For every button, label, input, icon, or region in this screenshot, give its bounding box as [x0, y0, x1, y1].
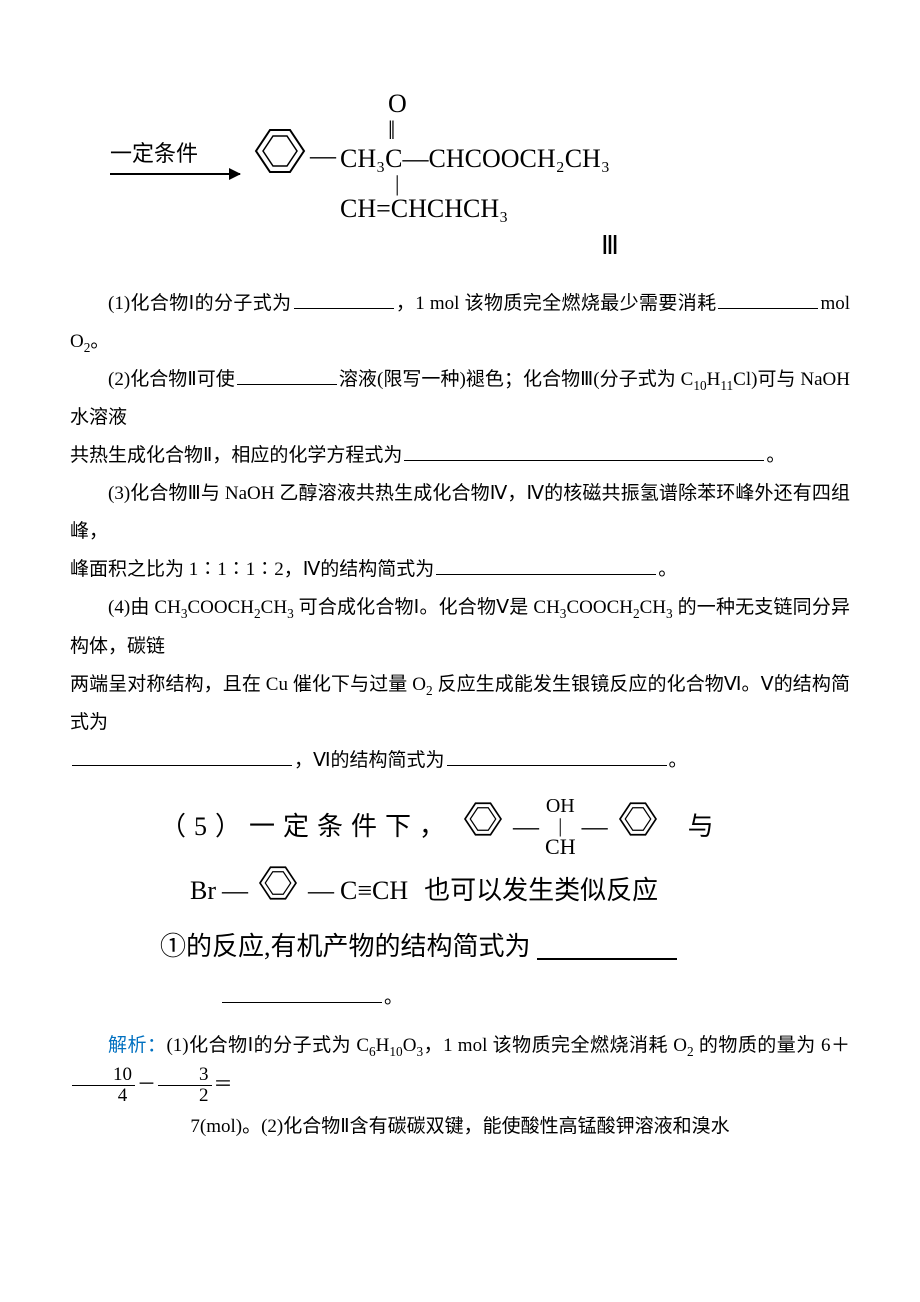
reaction-arrow: 一定条件 — [110, 137, 240, 175]
q4-text: (4)由 CH3COOCH2CH3 可合成化合物Ⅰ。化合物Ⅴ是 CH3COOCH… — [70, 597, 850, 656]
question-2: (2)化合物Ⅱ可使溶液(限写一种)褪色；化合物Ⅲ(分子式为 C10H11Cl)可… — [70, 361, 850, 437]
q1-prefix: (1)化合物Ⅰ的分子式为 — [108, 293, 292, 314]
bond-dash: — — [222, 868, 248, 915]
blank-q2a — [237, 365, 337, 385]
compound-3-structure: O ‖ CH₃C—CHCOOCH₂CH₃ | CH=CHCHCH₃ — [340, 90, 610, 222]
question-3: (3)化合物Ⅲ与 NaOH 乙醇溶液共热生成化合物Ⅳ，Ⅳ的核磁共振氢谱除苯环峰外… — [70, 475, 850, 551]
q4-suffix: 。 — [669, 750, 688, 771]
q5-tail: 也可以发生类似反应 — [424, 868, 658, 915]
compound-label-3: Ⅲ — [370, 228, 850, 264]
fraction-1: 104 — [72, 1065, 135, 1106]
arrow-condition-label: 一定条件 — [110, 141, 198, 166]
blank-q3 — [436, 555, 656, 575]
q2-prefix: (2)化合物Ⅱ可使 — [108, 369, 235, 390]
fraction-2: 32 — [158, 1065, 212, 1106]
bond-line: — — [310, 138, 336, 174]
blank-q2b — [404, 441, 764, 461]
q3-suffix: 。 — [658, 559, 677, 580]
question-3-cont: 峰面积之比为 1∶1∶1∶2，Ⅳ的结构简式为 。 — [70, 551, 850, 589]
q1-mid: ，1 mol 该物质完全燃烧最少需要消耗 — [396, 293, 717, 314]
q2-cont-text: 共热生成化合物Ⅱ，相应的化学方程式为 — [70, 445, 402, 466]
benzene-ring-icon — [614, 798, 662, 856]
q2-suffix: 。 — [766, 445, 785, 466]
q4-cont-text: 两端呈对称结构，且在 Cu 催化下与过量 O2 反应生成能发生银镜反应的化合物Ⅵ… — [70, 674, 850, 733]
question-4-cont: 两端呈对称结构，且在 Cu 催化下与过量 O2 反应生成能发生银镜反应的化合物Ⅵ… — [70, 666, 850, 742]
bond-dash: — — [513, 804, 539, 851]
q3-text: (3)化合物Ⅲ与 NaOH 乙醇溶液共热生成化合物Ⅳ，Ⅳ的核磁共振氢谱除苯环峰外… — [70, 483, 850, 542]
question-1: (1)化合物Ⅰ的分子式为，1 mol 该物质完全燃烧最少需要消耗mol O2。 — [70, 285, 850, 361]
analysis-text-2: 7(mol)。(2)化合物Ⅱ含有碳碳双键，能使酸性高锰酸钾溶液和溴水 — [70, 1108, 850, 1146]
benzene-ring-icon — [459, 798, 507, 856]
equals-sign: ＝ — [214, 1074, 233, 1095]
blank-q4b — [447, 746, 667, 766]
q5-line2: ①的反应,有机产物的结构简式为 — [160, 924, 531, 971]
q5-with: 与 — [688, 804, 722, 851]
br-label: Br — [190, 868, 216, 915]
alkyne-group: C≡CH — [340, 868, 408, 915]
blank-q5b — [222, 983, 382, 1003]
question-5-trailing: 。 — [220, 979, 850, 1017]
q5-prefix: （5）一定条件下， — [160, 804, 453, 851]
analysis-label: 解析： — [108, 1035, 166, 1056]
benzene-ring-icon — [254, 862, 302, 920]
benzene-ring-icon — [248, 124, 312, 188]
blank-q1a — [294, 289, 394, 309]
analysis-block: 解析：(1)化合物Ⅰ的分子式为 C6H10O3，1 mol 该物质完全燃烧消耗 … — [70, 1027, 850, 1146]
question-4-blanks: ，Ⅵ的结构简式为 。 — [70, 742, 850, 780]
q5-period: 。 — [384, 987, 403, 1008]
blank-q4a — [72, 746, 292, 766]
q4-mid: ，Ⅵ的结构简式为 — [294, 750, 445, 771]
blank-q5 — [537, 935, 677, 960]
blank-q1b — [718, 289, 818, 309]
ch-oh-group: OH | CH — [545, 796, 576, 858]
question-4: (4)由 CH3COOCH2CH3 可合成化合物Ⅰ。化合物Ⅴ是 CH3COOCH… — [70, 589, 850, 665]
bond-dash: — — [308, 868, 334, 915]
bond-dash: — — [582, 804, 608, 851]
question-5: （5）一定条件下， — OH | CH — 与 — [70, 796, 850, 971]
question-2-cont: 共热生成化合物Ⅱ，相应的化学方程式为 。 — [70, 437, 850, 475]
q3-cont-text: 峰面积之比为 1∶1∶1∶2，Ⅳ的结构简式为 — [70, 559, 434, 580]
minus-sign: － — [137, 1074, 156, 1095]
reaction-figure-3: 一定条件 — O ‖ CH₃C—CHCOOCH₂CH₃ | CH=CHCHCH₃… — [110, 90, 850, 265]
analysis-text-1: (1)化合物Ⅰ的分子式为 C6H10O3，1 mol 该物质完全燃烧消耗 O2 … — [166, 1035, 850, 1056]
